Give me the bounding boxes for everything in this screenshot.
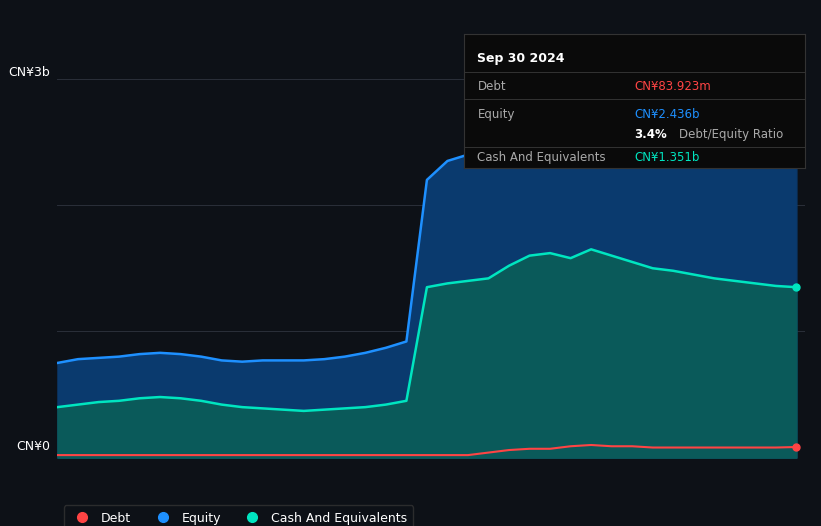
- Text: Sep 30 2024: Sep 30 2024: [478, 52, 565, 65]
- Text: Debt: Debt: [478, 80, 506, 93]
- Text: Cash And Equivalents: Cash And Equivalents: [478, 151, 606, 164]
- Text: 3.4%: 3.4%: [635, 128, 667, 141]
- Text: CN¥3b: CN¥3b: [8, 66, 50, 79]
- Text: CN¥2.436b: CN¥2.436b: [635, 108, 699, 121]
- Text: CN¥1.351b: CN¥1.351b: [635, 151, 699, 164]
- Text: Equity: Equity: [478, 108, 515, 121]
- Text: CN¥0: CN¥0: [16, 440, 50, 453]
- Legend: Debt, Equity, Cash And Equivalents: Debt, Equity, Cash And Equivalents: [64, 505, 413, 526]
- Text: CN¥83.923m: CN¥83.923m: [635, 80, 711, 93]
- Text: Debt/Equity Ratio: Debt/Equity Ratio: [678, 128, 782, 141]
